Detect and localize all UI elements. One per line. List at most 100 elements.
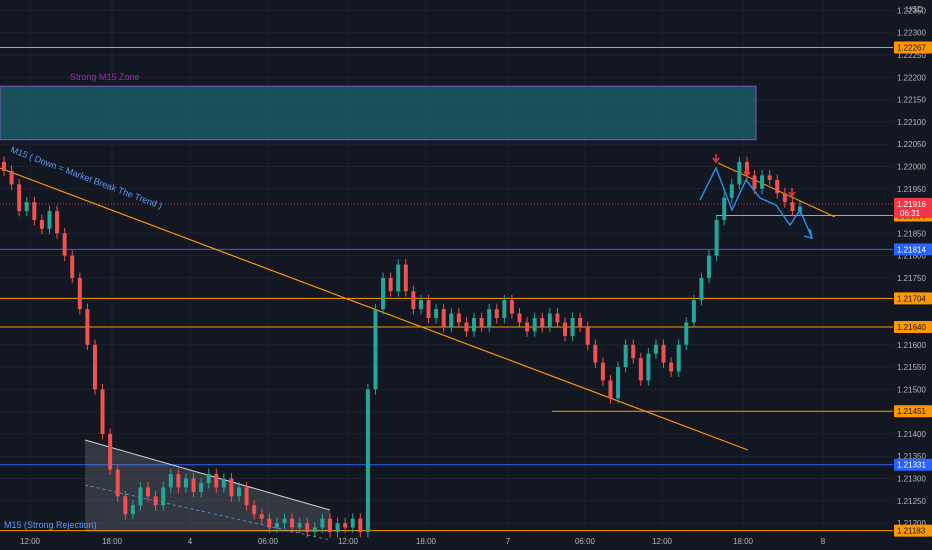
candle-body xyxy=(699,277,704,301)
zone-label: Strong M15 Zone xyxy=(70,72,140,82)
candle-body xyxy=(547,313,552,327)
candle-body xyxy=(55,211,60,234)
candle-body xyxy=(350,518,355,528)
candle-body xyxy=(653,344,658,354)
horizontal-levels xyxy=(0,46,893,532)
candle-body xyxy=(62,233,67,256)
candle-body xyxy=(2,162,6,171)
countdown-label: 06:31 xyxy=(900,209,921,218)
price-tag xyxy=(894,41,932,54)
price-tick-label: 1.21400 xyxy=(897,430,926,439)
candle-body xyxy=(418,300,423,310)
candle-body xyxy=(39,219,44,229)
price-tick-label: 1.22250 xyxy=(897,51,926,60)
candle-body xyxy=(638,358,643,381)
candle-body xyxy=(456,313,461,323)
candle-body xyxy=(290,518,295,528)
candle-body xyxy=(790,202,795,212)
supply-zone xyxy=(0,85,757,141)
candle-body xyxy=(631,344,636,359)
candle-body xyxy=(343,523,348,528)
candle-body xyxy=(737,162,742,185)
candle-body xyxy=(70,255,75,278)
price-tick-label: 1.21600 xyxy=(897,341,926,350)
candle-body xyxy=(434,309,439,319)
price-tick-label: 1.21300 xyxy=(897,475,926,484)
candle-body xyxy=(161,487,166,506)
price-tag-label: 1.21451 xyxy=(897,407,926,416)
candle-body xyxy=(767,175,772,180)
candle-body xyxy=(707,255,712,278)
candle-body xyxy=(608,380,613,399)
price-tag xyxy=(894,405,932,418)
candle-body xyxy=(32,202,37,220)
candle-body xyxy=(494,309,499,319)
time-tick-label: 12:00 xyxy=(652,537,673,546)
price-tick-label: 1.21500 xyxy=(897,385,926,394)
candle-body xyxy=(229,478,234,497)
candle-body xyxy=(525,322,530,332)
projection-zigzag xyxy=(699,166,813,239)
candle-body xyxy=(479,318,484,327)
price-axis xyxy=(893,0,932,550)
candles xyxy=(2,156,802,538)
price-tag-label: 1.21183 xyxy=(897,527,926,536)
candle-body xyxy=(782,193,787,203)
time-tick-label: 06:00 xyxy=(575,537,596,546)
candle-body xyxy=(600,362,605,381)
candle-body xyxy=(77,277,82,310)
candle-body xyxy=(540,318,545,327)
price-tag xyxy=(894,243,932,256)
candle-body xyxy=(403,264,408,292)
time-tick-label: 06:00 xyxy=(258,537,279,546)
candle-body xyxy=(305,523,310,532)
price-tick-label: 1.22200 xyxy=(897,73,926,82)
price-tick-label: 1.21750 xyxy=(897,274,926,283)
price-tick-label: 1.21550 xyxy=(897,363,926,372)
projection-path xyxy=(699,166,813,239)
time-tick-label: 18:00 xyxy=(733,537,754,546)
candle-body xyxy=(320,518,325,528)
candle-body xyxy=(388,277,393,292)
price-tag-label: 1.21814 xyxy=(897,245,926,254)
candle-body xyxy=(214,474,219,488)
candle-body xyxy=(691,300,696,323)
down-arrow-icon xyxy=(712,154,720,164)
projection-arrowhead xyxy=(803,228,813,239)
candle-body xyxy=(684,322,689,345)
candle-body xyxy=(297,523,302,528)
candle-body xyxy=(449,313,454,327)
candle-body xyxy=(517,313,522,323)
price-tag xyxy=(894,292,932,305)
time-tick-label: 12:00 xyxy=(338,537,359,546)
candle-body xyxy=(92,344,97,390)
candle-body xyxy=(115,469,120,497)
candle-body xyxy=(585,326,590,345)
candle-body xyxy=(729,184,734,198)
candle-body xyxy=(464,322,469,332)
last-price-tag xyxy=(894,197,932,218)
candle-body xyxy=(221,478,226,488)
rejection-annotation: M15 (Strong Rejection) xyxy=(4,520,97,530)
price-tag-label: 1.21640 xyxy=(897,323,926,332)
candle-body xyxy=(237,487,242,497)
candle-body xyxy=(100,389,105,434)
candle-body xyxy=(411,291,416,310)
candle-body xyxy=(472,318,477,332)
price-tick-label: 1.21250 xyxy=(897,497,926,506)
candle-body xyxy=(199,482,204,492)
candle-body xyxy=(138,487,143,506)
price-tick-label: 1.22050 xyxy=(897,140,926,149)
price-tag-label: 1.22267 xyxy=(897,43,926,52)
trendlines xyxy=(0,162,836,541)
time-axis-ticks: 12:00 18:00 4 06:00 12:00 18:00 7 06:00 12:00 18:… xyxy=(20,537,826,546)
price-tick-label: 1.21350 xyxy=(897,452,926,461)
candle-body xyxy=(669,362,674,372)
candle-body xyxy=(153,496,158,506)
candle-body xyxy=(47,211,52,229)
candle-body xyxy=(441,309,446,327)
zones: Strong M15 Zone xyxy=(0,72,757,141)
candle-body xyxy=(358,518,363,532)
candle-body xyxy=(562,322,567,336)
price-tick-label: 1.21800 xyxy=(897,252,926,261)
